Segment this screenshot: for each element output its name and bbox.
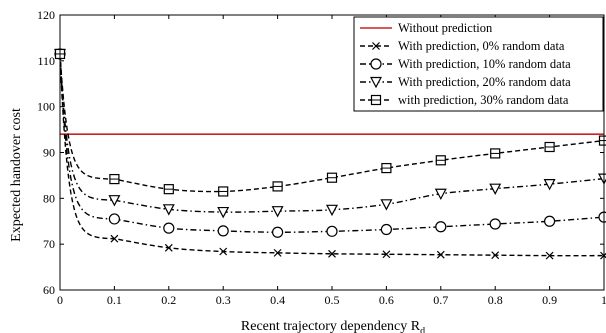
data-point bbox=[328, 249, 336, 258]
data-point bbox=[598, 211, 606, 223]
legend-marker bbox=[370, 76, 382, 89]
data-point bbox=[434, 188, 447, 201]
data-point bbox=[163, 184, 174, 195]
legend-label: Without prediction bbox=[398, 21, 493, 35]
legend-entry: Without prediction bbox=[360, 21, 493, 35]
legend-marker bbox=[370, 58, 382, 70]
x-tick-label: 0.5 bbox=[325, 293, 340, 307]
data-point bbox=[271, 206, 284, 218]
data-point bbox=[272, 226, 284, 238]
data-point bbox=[435, 221, 447, 233]
y-tick-label: 70 bbox=[43, 237, 55, 251]
x-tick-label: 0.9 bbox=[542, 293, 557, 307]
y-tick-label: 60 bbox=[43, 283, 55, 297]
legend-entry: With prediction, 20% random data bbox=[360, 75, 571, 89]
data-point bbox=[108, 213, 121, 225]
data-point bbox=[489, 218, 501, 230]
data-point bbox=[382, 250, 391, 259]
data-point bbox=[435, 155, 446, 166]
x-tick-label: 0.6 bbox=[379, 293, 394, 307]
series-1 bbox=[56, 50, 606, 260]
y-tick-label: 90 bbox=[43, 146, 55, 160]
y-tick-label: 120 bbox=[37, 8, 55, 22]
x-tick-label: 0.2 bbox=[161, 293, 176, 307]
legend-marker bbox=[372, 42, 380, 50]
data-point bbox=[164, 243, 173, 252]
x-tick-label: 0.3 bbox=[216, 293, 231, 307]
x-tick-label: 0.4 bbox=[270, 293, 285, 307]
data-point bbox=[109, 173, 120, 185]
legend-label: With prediction, 20% random data bbox=[398, 75, 571, 89]
series-layer bbox=[54, 48, 606, 260]
data-point bbox=[326, 225, 338, 237]
legend-box bbox=[353, 16, 604, 112]
legend-entry: With prediction, 10% random data bbox=[360, 57, 571, 71]
legend-marker bbox=[370, 94, 382, 106]
series-4 bbox=[54, 48, 606, 197]
y-tick-label: 80 bbox=[43, 191, 55, 205]
legend-label: With prediction, 10% random data bbox=[398, 57, 571, 71]
x-tick-label: 0 bbox=[57, 293, 63, 307]
data-point bbox=[217, 225, 229, 237]
legend-entry: With prediction, 0% random data bbox=[360, 39, 565, 53]
data-point bbox=[491, 251, 500, 260]
data-point bbox=[543, 215, 556, 227]
data-point bbox=[272, 181, 283, 192]
data-point bbox=[163, 222, 175, 234]
data-point bbox=[217, 206, 230, 219]
data-point bbox=[489, 183, 502, 195]
data-point bbox=[110, 234, 119, 243]
y-axis-label: Expected handover cost bbox=[9, 108, 24, 242]
legend: Without prediction With prediction, 0% ra… bbox=[353, 16, 604, 112]
data-point bbox=[490, 148, 501, 159]
data-point bbox=[380, 223, 392, 236]
data-point bbox=[381, 162, 392, 174]
y-tick-label: 100 bbox=[37, 100, 55, 114]
x-tick-label: 0.8 bbox=[488, 293, 503, 307]
x-tick-label: 0.7 bbox=[433, 293, 448, 307]
legend-entry: with prediction, 30% random data bbox=[360, 93, 569, 107]
data-point bbox=[543, 179, 556, 191]
data-point bbox=[436, 250, 445, 259]
data-point bbox=[545, 251, 554, 260]
series-3 bbox=[54, 48, 606, 219]
legend-label: with prediction, 30% random data bbox=[398, 93, 569, 107]
data-point bbox=[162, 204, 175, 216]
x-tick-label: 1 bbox=[601, 293, 606, 307]
data-point bbox=[544, 141, 555, 153]
data-point bbox=[326, 204, 338, 217]
axes-layer: 0 0.1 0.2 0.3 0.4 0.5 0.6 0.7 0.8 0.9 1 60 70 80 90 100… bbox=[37, 8, 606, 307]
data-point bbox=[108, 195, 121, 207]
data-point bbox=[219, 247, 228, 256]
y-tick-label: 110 bbox=[37, 54, 55, 68]
data-point bbox=[273, 248, 282, 257]
data-point bbox=[326, 172, 338, 183]
legend-label: With prediction, 0% random data bbox=[398, 39, 565, 53]
x-axis-label: Recent trajectory dependency Rd bbox=[241, 319, 425, 333]
data-point bbox=[218, 186, 229, 197]
x-tick-label: 0.1 bbox=[107, 293, 122, 307]
data-point bbox=[380, 199, 393, 211]
data-point bbox=[598, 135, 606, 146]
